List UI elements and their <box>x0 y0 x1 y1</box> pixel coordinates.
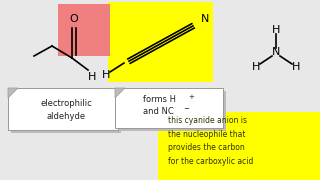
Text: H: H <box>102 70 110 80</box>
Polygon shape <box>115 88 125 98</box>
Text: N: N <box>272 47 280 57</box>
Bar <box>108 2 213 82</box>
Bar <box>11 91 121 133</box>
Text: H: H <box>292 62 300 72</box>
Text: electrophilic
aldehyde: electrophilic aldehyde <box>40 99 92 121</box>
Bar <box>118 91 226 131</box>
Text: N: N <box>201 14 209 24</box>
Text: and NC: and NC <box>143 107 174 116</box>
Text: +: + <box>188 94 194 100</box>
Text: H: H <box>88 72 96 82</box>
Bar <box>115 88 223 128</box>
Text: this cyanide anion is
the nucleophile that
provides the carbon
for the carboxyli: this cyanide anion is the nucleophile th… <box>168 116 253 166</box>
Bar <box>8 88 118 130</box>
Text: H: H <box>272 25 280 35</box>
Text: O: O <box>70 14 78 24</box>
Text: H: H <box>252 62 260 72</box>
Bar <box>58 4 110 56</box>
Text: forms H: forms H <box>143 96 176 105</box>
Text: −: − <box>183 106 189 112</box>
Bar <box>158 112 320 180</box>
Polygon shape <box>8 88 18 98</box>
